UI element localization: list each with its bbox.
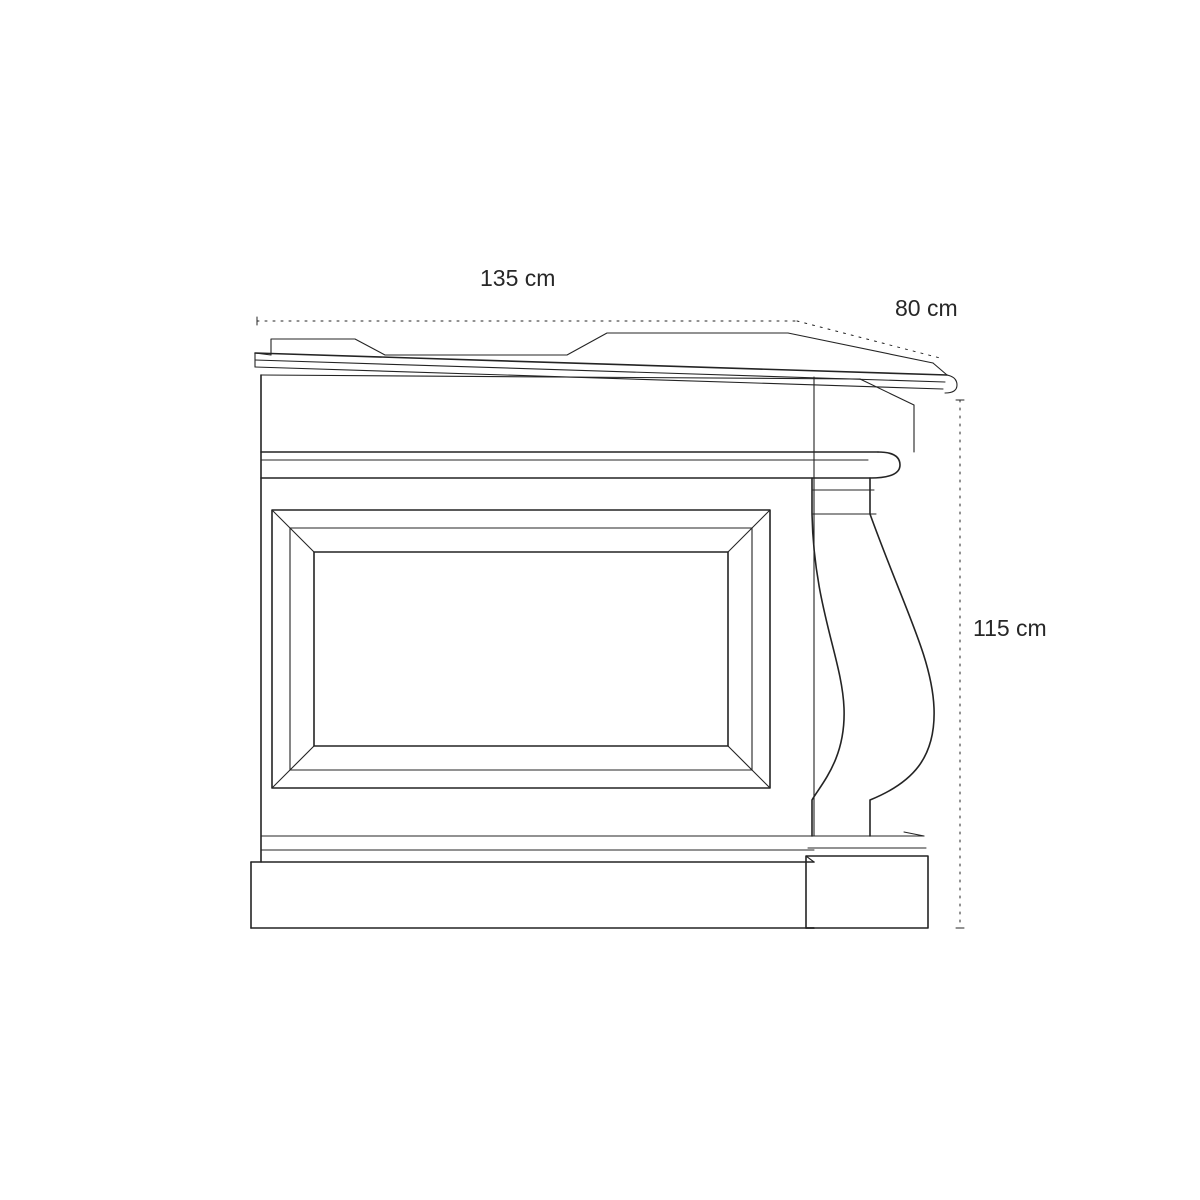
- dimension-depth-label: 80 cm: [895, 295, 958, 322]
- diagram-stage: 135 cm 80 cm 115 cm: [0, 0, 1200, 1200]
- furniture-line-drawing: [0, 0, 1200, 1200]
- dimension-width-label: 135 cm: [480, 265, 555, 292]
- dimension-height-label: 115 cm: [973, 615, 1047, 642]
